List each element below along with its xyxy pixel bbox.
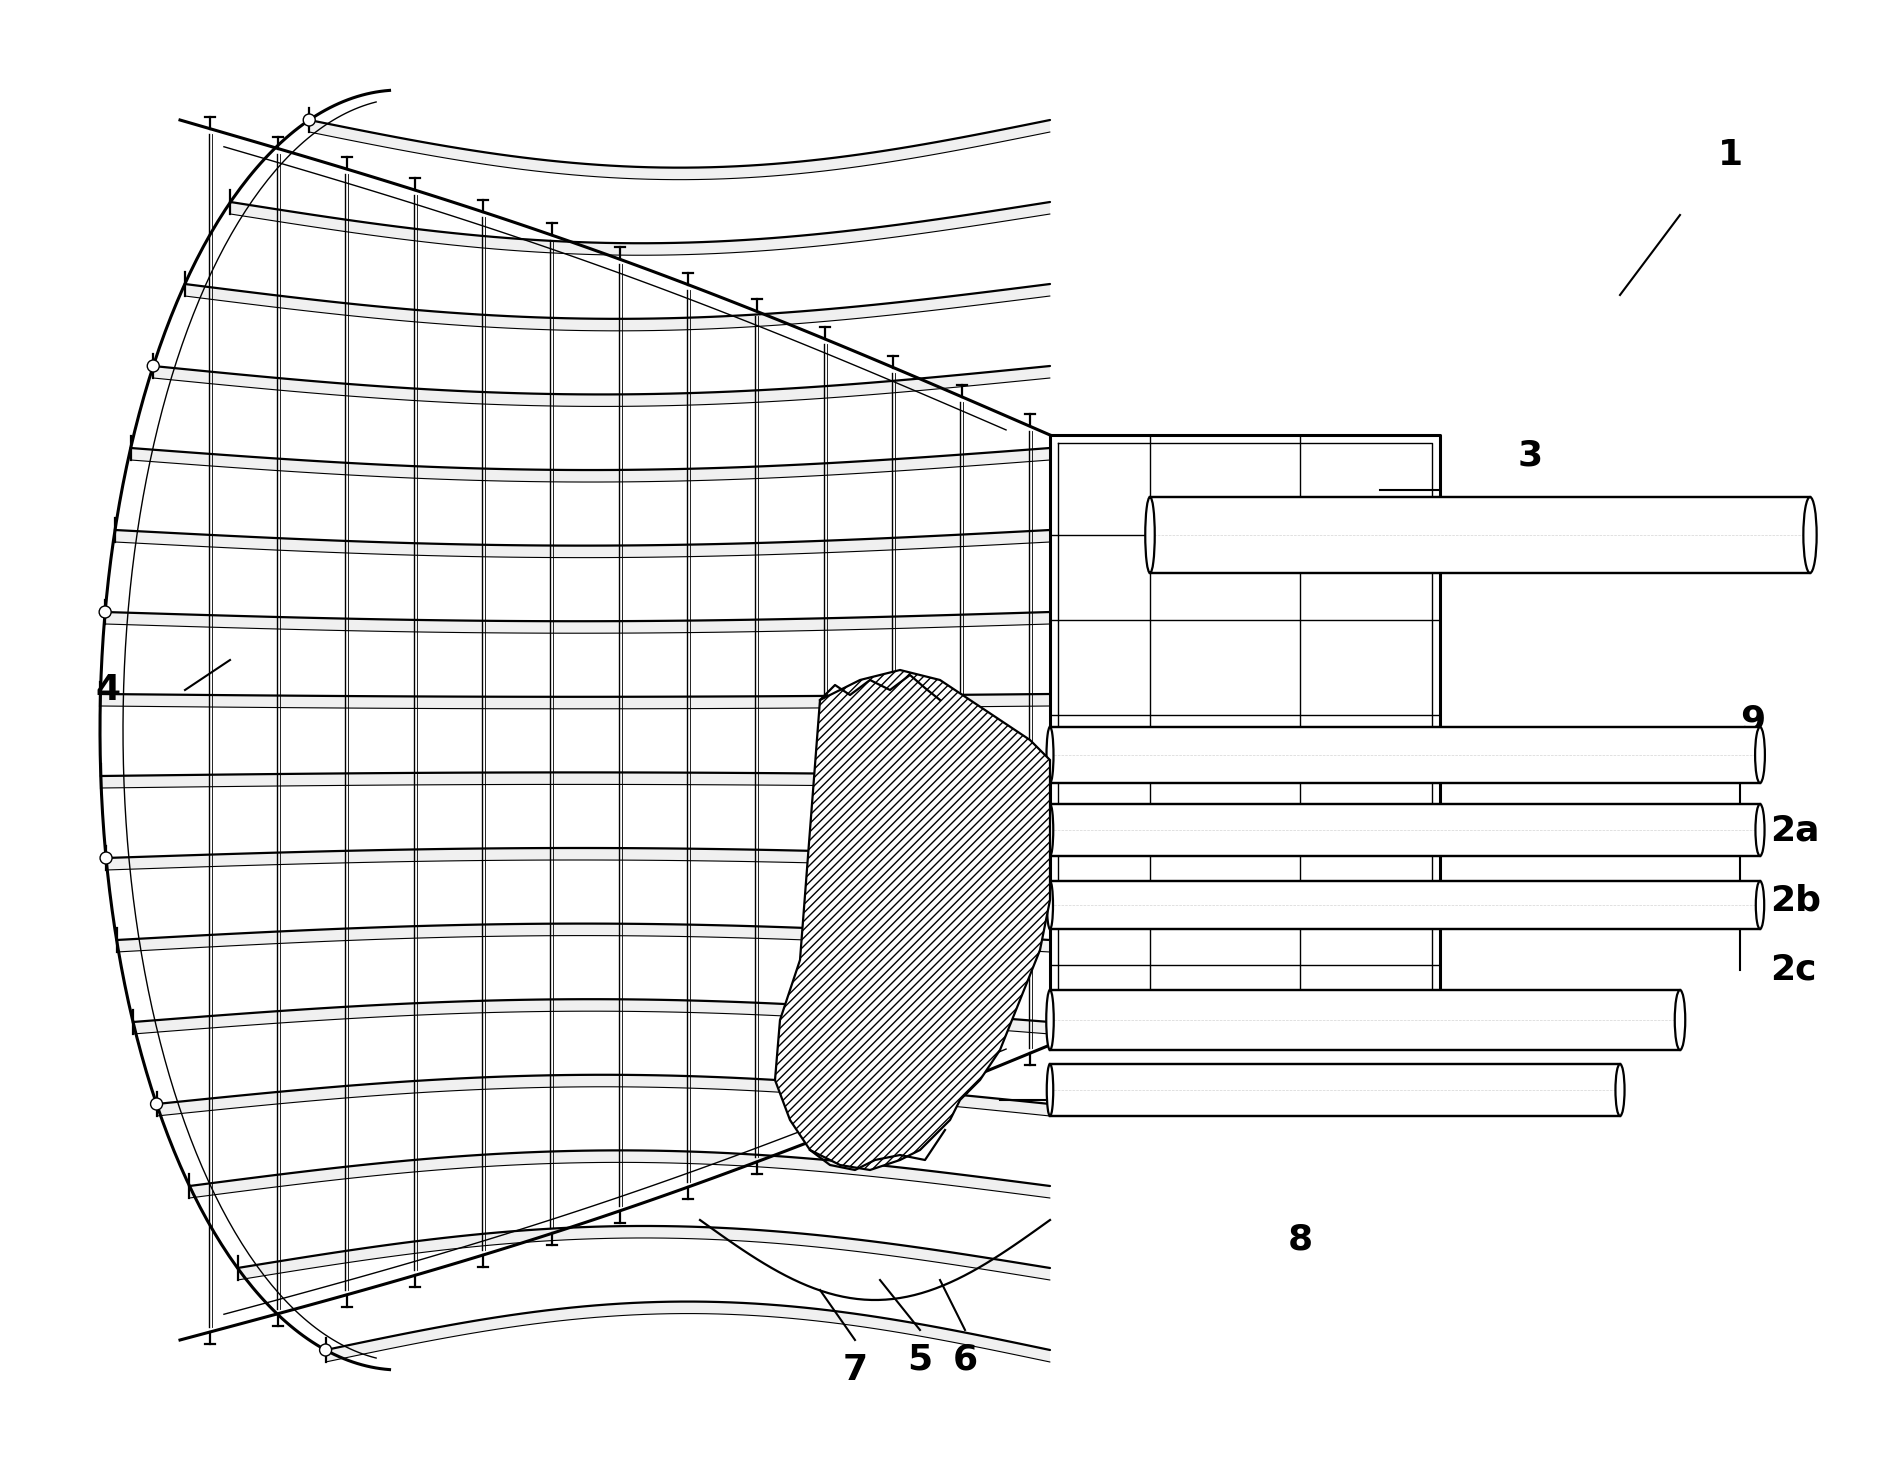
Polygon shape (1050, 881, 1759, 930)
Polygon shape (117, 924, 1050, 952)
Polygon shape (157, 1075, 1050, 1116)
Polygon shape (132, 999, 1050, 1035)
Polygon shape (153, 367, 1050, 406)
Polygon shape (1149, 497, 1810, 573)
Ellipse shape (1145, 497, 1154, 573)
Polygon shape (325, 1302, 1050, 1363)
Polygon shape (310, 120, 1050, 180)
Ellipse shape (1047, 1064, 1052, 1116)
Text: 2a: 2a (1770, 813, 1819, 847)
Text: 2b: 2b (1770, 882, 1819, 916)
Polygon shape (238, 1225, 1050, 1280)
Text: 3: 3 (1517, 437, 1541, 471)
Polygon shape (115, 531, 1050, 557)
Ellipse shape (1047, 881, 1052, 930)
Polygon shape (230, 202, 1050, 256)
Text: 4: 4 (94, 672, 121, 706)
Ellipse shape (1755, 727, 1764, 783)
Circle shape (100, 851, 111, 865)
Text: 6: 6 (952, 1344, 977, 1377)
Ellipse shape (1674, 990, 1685, 1049)
Polygon shape (1050, 727, 1759, 783)
Polygon shape (774, 670, 1050, 1171)
Ellipse shape (1802, 497, 1815, 573)
Polygon shape (130, 448, 1050, 482)
Text: 2c: 2c (1770, 953, 1815, 987)
Polygon shape (1050, 804, 1759, 856)
Text: 8: 8 (1286, 1222, 1311, 1256)
Ellipse shape (1615, 1064, 1625, 1116)
Text: 7: 7 (842, 1352, 867, 1386)
Polygon shape (106, 848, 1050, 871)
Polygon shape (100, 773, 1050, 788)
Ellipse shape (1755, 804, 1764, 856)
Ellipse shape (1755, 881, 1762, 930)
Circle shape (302, 114, 315, 126)
Ellipse shape (1047, 727, 1052, 783)
Polygon shape (189, 1150, 1050, 1199)
Circle shape (98, 606, 111, 618)
Ellipse shape (1047, 990, 1054, 1049)
Polygon shape (185, 284, 1050, 331)
Polygon shape (1050, 990, 1679, 1049)
Polygon shape (100, 695, 1050, 709)
Ellipse shape (1047, 804, 1052, 856)
Circle shape (151, 1098, 162, 1110)
Polygon shape (1050, 1064, 1619, 1116)
Circle shape (319, 1344, 331, 1355)
Text: 9: 9 (1740, 704, 1764, 738)
Text: 1: 1 (1717, 137, 1742, 171)
Polygon shape (106, 612, 1050, 633)
Circle shape (147, 361, 159, 372)
Text: 5: 5 (907, 1344, 931, 1377)
